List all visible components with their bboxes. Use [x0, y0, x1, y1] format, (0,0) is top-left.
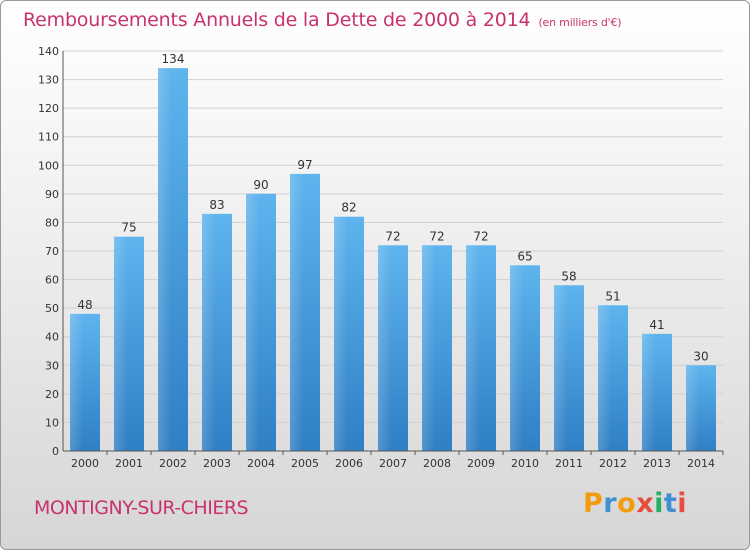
- bar-value-label: 41: [649, 318, 664, 332]
- bar-value-label: 58: [561, 269, 576, 283]
- bar-highlight: [642, 333, 656, 451]
- x-tick-label: 2003: [203, 457, 231, 470]
- logo-letter: r: [603, 488, 618, 519]
- logo-letter: i: [654, 488, 664, 519]
- bars-layer: [70, 68, 716, 452]
- y-tick-label: 60: [45, 274, 59, 287]
- bar-highlight: [114, 236, 128, 451]
- x-tick-label: 2011: [555, 457, 583, 470]
- bar-value-label: 48: [77, 298, 92, 312]
- y-tick-label: 130: [38, 74, 59, 87]
- y-tick-label: 50: [45, 302, 59, 315]
- bar-value-label: 90: [253, 178, 268, 192]
- logo-letter: P: [583, 488, 604, 519]
- proxiti-logo: Proxiti: [583, 488, 687, 519]
- bar-highlight: [334, 216, 348, 451]
- bar-value-label: 30: [693, 349, 708, 363]
- y-tick-label: 20: [45, 388, 59, 401]
- bar-value-label: 75: [121, 221, 136, 235]
- chart-subtitle: (en milliers d'€): [538, 16, 622, 29]
- commune-name: MONTIGNY-SUR-CHIERS: [34, 497, 249, 519]
- bar-highlight: [378, 245, 392, 451]
- bar-highlight: [466, 245, 480, 451]
- bar-highlight: [598, 305, 612, 451]
- logo-letter: t: [663, 488, 678, 519]
- bar-value-label: 65: [517, 249, 532, 263]
- bar-value-label: 97: [297, 158, 312, 172]
- x-tick-label: 2006: [335, 457, 363, 470]
- x-tick-label: 2001: [115, 457, 143, 470]
- y-tick-label: 80: [45, 216, 59, 229]
- x-tick-label: 2009: [467, 457, 495, 470]
- bar-highlight: [554, 285, 568, 451]
- bar-highlight: [158, 68, 172, 452]
- x-tick-label: 2007: [379, 457, 407, 470]
- y-tick-label: 30: [45, 359, 59, 372]
- bar-value-label: 134: [162, 52, 185, 66]
- x-tick-label: 2010: [511, 457, 539, 470]
- x-tick-label: 2002: [159, 457, 187, 470]
- x-tick-label: 2014: [687, 457, 715, 470]
- y-tick-label: 0: [52, 445, 59, 458]
- x-tick-label: 2000: [71, 457, 99, 470]
- x-tick-label: 2004: [247, 457, 275, 470]
- logo-letter: i: [677, 488, 688, 519]
- y-tick-label: 10: [45, 416, 59, 429]
- bar-highlight: [422, 245, 436, 451]
- bar-highlight: [70, 313, 84, 451]
- x-tick-label: 2008: [423, 457, 451, 470]
- bar-value-label: 51: [605, 289, 620, 303]
- y-tick-label: 90: [45, 188, 59, 201]
- x-tick-label: 2012: [599, 457, 627, 470]
- y-tick-label: 110: [38, 131, 59, 144]
- y-tick-label: 40: [45, 331, 59, 344]
- bar-value-label: 72: [473, 229, 488, 243]
- y-tick-label: 120: [38, 102, 59, 115]
- bar-highlight: [510, 265, 524, 451]
- bar-value-label: 72: [429, 229, 444, 243]
- axis-layer: 0 10 20 30 40 50 60 70 80 90 100 110 120 130 140 48 2000…: [38, 45, 724, 470]
- chart-title-text: Remboursements Annuels de la Dette de 20…: [23, 9, 531, 31]
- bar-highlight: [246, 193, 260, 451]
- y-tick-label: 140: [38, 45, 59, 58]
- bar-value-label: 83: [209, 198, 224, 212]
- logo-letter: x: [636, 488, 655, 519]
- bar-highlight: [202, 213, 216, 451]
- bar-value-label: 82: [341, 201, 356, 215]
- bar-highlight: [686, 365, 700, 451]
- chart-title: Remboursements Annuels de la Dette de 20…: [23, 9, 622, 31]
- y-tick-label: 70: [45, 245, 59, 258]
- x-tick-label: 2013: [643, 457, 671, 470]
- x-tick-label: 2005: [291, 457, 319, 470]
- y-tick-label: 100: [38, 159, 59, 172]
- bar-value-label: 72: [385, 229, 400, 243]
- bar-highlight: [290, 173, 304, 451]
- logo-letter: o: [617, 488, 637, 519]
